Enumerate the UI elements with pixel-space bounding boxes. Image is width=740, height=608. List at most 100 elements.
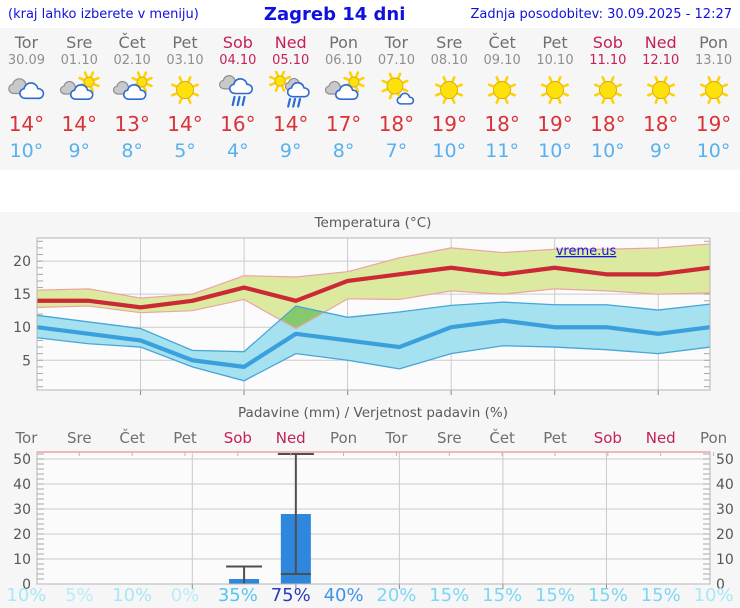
location-hint: (kraj lahko izberete v meniju) <box>8 6 199 22</box>
day-date: 12.10 <box>642 53 680 68</box>
weather-icon <box>0 70 53 111</box>
precip-day-label: Sre <box>67 429 92 447</box>
sun-rays <box>699 76 728 104</box>
temp-y-tick-label: 5 <box>22 353 31 369</box>
precip-probability: 10% <box>112 585 152 604</box>
rain-icon <box>218 75 253 107</box>
vreme-watermark[interactable]: vreme.us <box>556 244 617 259</box>
high-temp: 14° <box>8 112 45 136</box>
weather-icon <box>106 70 159 111</box>
low-temp: 8° <box>332 140 355 162</box>
day-column: Pet 10.10 19° 10° <box>529 28 582 170</box>
low-temp: 9° <box>649 140 672 162</box>
high-temp: 19° <box>537 112 573 136</box>
precip-day-label: Ned <box>646 429 676 447</box>
temperature-chart: Temperatura (°C) 5 10 15 20 vreme.us <box>13 215 711 395</box>
day-name: Sre <box>66 33 93 52</box>
precip-day-label: Tor <box>384 429 408 447</box>
precip-y-tick-label: 40 <box>716 477 734 493</box>
weather-icon <box>581 70 634 111</box>
precip-day-label: Čet <box>489 428 515 447</box>
precip-minor-ticks <box>37 453 710 580</box>
day-date: 30.09 <box>7 53 46 68</box>
low-temp: 10° <box>538 140 572 162</box>
precip-day-labels: Tor Sre Čet Pet Sob Ned Pon Tor Sre Čet Pet Sob Ned P… <box>14 428 727 447</box>
max-temp-line <box>37 265 711 310</box>
day-date: 10.10 <box>536 53 574 68</box>
day-column: Ned 12.10 18° 9° <box>634 28 687 170</box>
weather-icon <box>264 70 317 111</box>
sun-rays <box>171 76 199 104</box>
precip-probability: 20% <box>376 585 416 604</box>
precip-day-label: Pon <box>330 429 357 447</box>
temp-y-tick-label: 20 <box>13 254 31 270</box>
weather-icon <box>476 70 529 111</box>
high-temp: 19° <box>695 112 732 136</box>
low-temp: 9° <box>279 140 302 162</box>
high-temp: 13° <box>114 112 150 136</box>
day-name: Sob <box>592 33 623 52</box>
partly-cloudy-icon <box>60 71 100 100</box>
day-date: 08.10 <box>430 53 468 68</box>
precip-day-label: Sob <box>224 429 252 447</box>
weather-icon <box>423 70 476 111</box>
weather-icon <box>687 70 740 111</box>
day-column: Pon 13.10 19° 10° <box>687 28 740 170</box>
precip-probabilities: 10% 5% 10% 0% 35% 75% 40% 20% 15% 15% 15% 15% 15% 10% <box>6 585 734 606</box>
high-temp: 16° <box>220 112 256 136</box>
precipitation-chart: Padavine (mm) / Verjetnost padavin (%) To… <box>6 405 734 606</box>
precip-day-label: Ned <box>276 429 306 447</box>
sunny-icon <box>593 76 622 104</box>
day-name: Pet <box>172 33 198 52</box>
sunny-icon <box>435 76 464 104</box>
day-name: Čet <box>488 33 516 52</box>
sun-rays <box>435 76 464 104</box>
weather-icon <box>53 70 106 111</box>
day-date: 11.10 <box>589 53 627 68</box>
temperature-chart-section: Temperatura (°C) 5 10 15 20 vreme.us <box>0 212 740 404</box>
precip-day-label: Sre <box>437 429 462 447</box>
weather-icon <box>211 70 264 111</box>
precip-y-tick-label: 40 <box>13 477 31 493</box>
partly-cloudy-icon <box>324 71 365 100</box>
precip-y-tick-label: 10 <box>13 552 31 568</box>
day-name: Sre <box>436 33 463 52</box>
precip-probability: 15% <box>588 585 628 604</box>
precip-y-tick-label: 50 <box>13 452 31 468</box>
precip-probability: 5% <box>65 585 94 604</box>
high-temp: 18° <box>484 112 520 136</box>
high-temp: 14° <box>61 112 97 136</box>
sunny-icon <box>541 76 569 104</box>
day-date: 06.10 <box>324 53 363 68</box>
last-update: Zadnja posodobitev: 30.09.2025 - 12:27 <box>470 6 732 22</box>
day-date: 09.10 <box>483 53 521 68</box>
precip-day-label: Pet <box>543 429 567 447</box>
day-column: Sre 08.10 19° 10° <box>423 28 476 170</box>
sun-rain-icon <box>268 70 310 108</box>
sunny-icon <box>646 76 675 104</box>
precip-whisker <box>226 565 263 584</box>
precip-bars <box>226 453 314 584</box>
precip-y-tick-label: 10 <box>716 552 734 568</box>
low-temp: 4° <box>227 140 249 162</box>
day-date: 13.10 <box>694 53 733 68</box>
high-temp: 18° <box>590 112 626 136</box>
day-column: Sob 04.10 16° 4° <box>211 28 264 170</box>
cloudy-icon <box>8 78 45 100</box>
low-temp: 9° <box>68 140 91 162</box>
low-temp: 5° <box>174 140 196 162</box>
high-temp: 17° <box>325 112 362 136</box>
day-column: Sre 01.10 14° 9° <box>53 28 106 170</box>
weather-icon <box>317 70 370 111</box>
header: (kraj lahko izberete v meniju) Zagreb 14… <box>0 0 740 28</box>
day-column: Pon 06.10 17° 8° <box>317 28 370 170</box>
precip-day-label: Pon <box>700 429 727 447</box>
precip-day-label: Sob <box>594 429 622 447</box>
precip-probability: 15% <box>641 585 681 604</box>
min-temp-line <box>36 318 711 369</box>
precip-y-tick-label: 0 <box>716 577 725 593</box>
precip-y-tick-label: 0 <box>22 577 31 593</box>
partly-cloudy-icon <box>113 71 153 100</box>
precip-probability: 10% <box>694 585 734 604</box>
precip-y-tick-label: 20 <box>716 527 734 543</box>
